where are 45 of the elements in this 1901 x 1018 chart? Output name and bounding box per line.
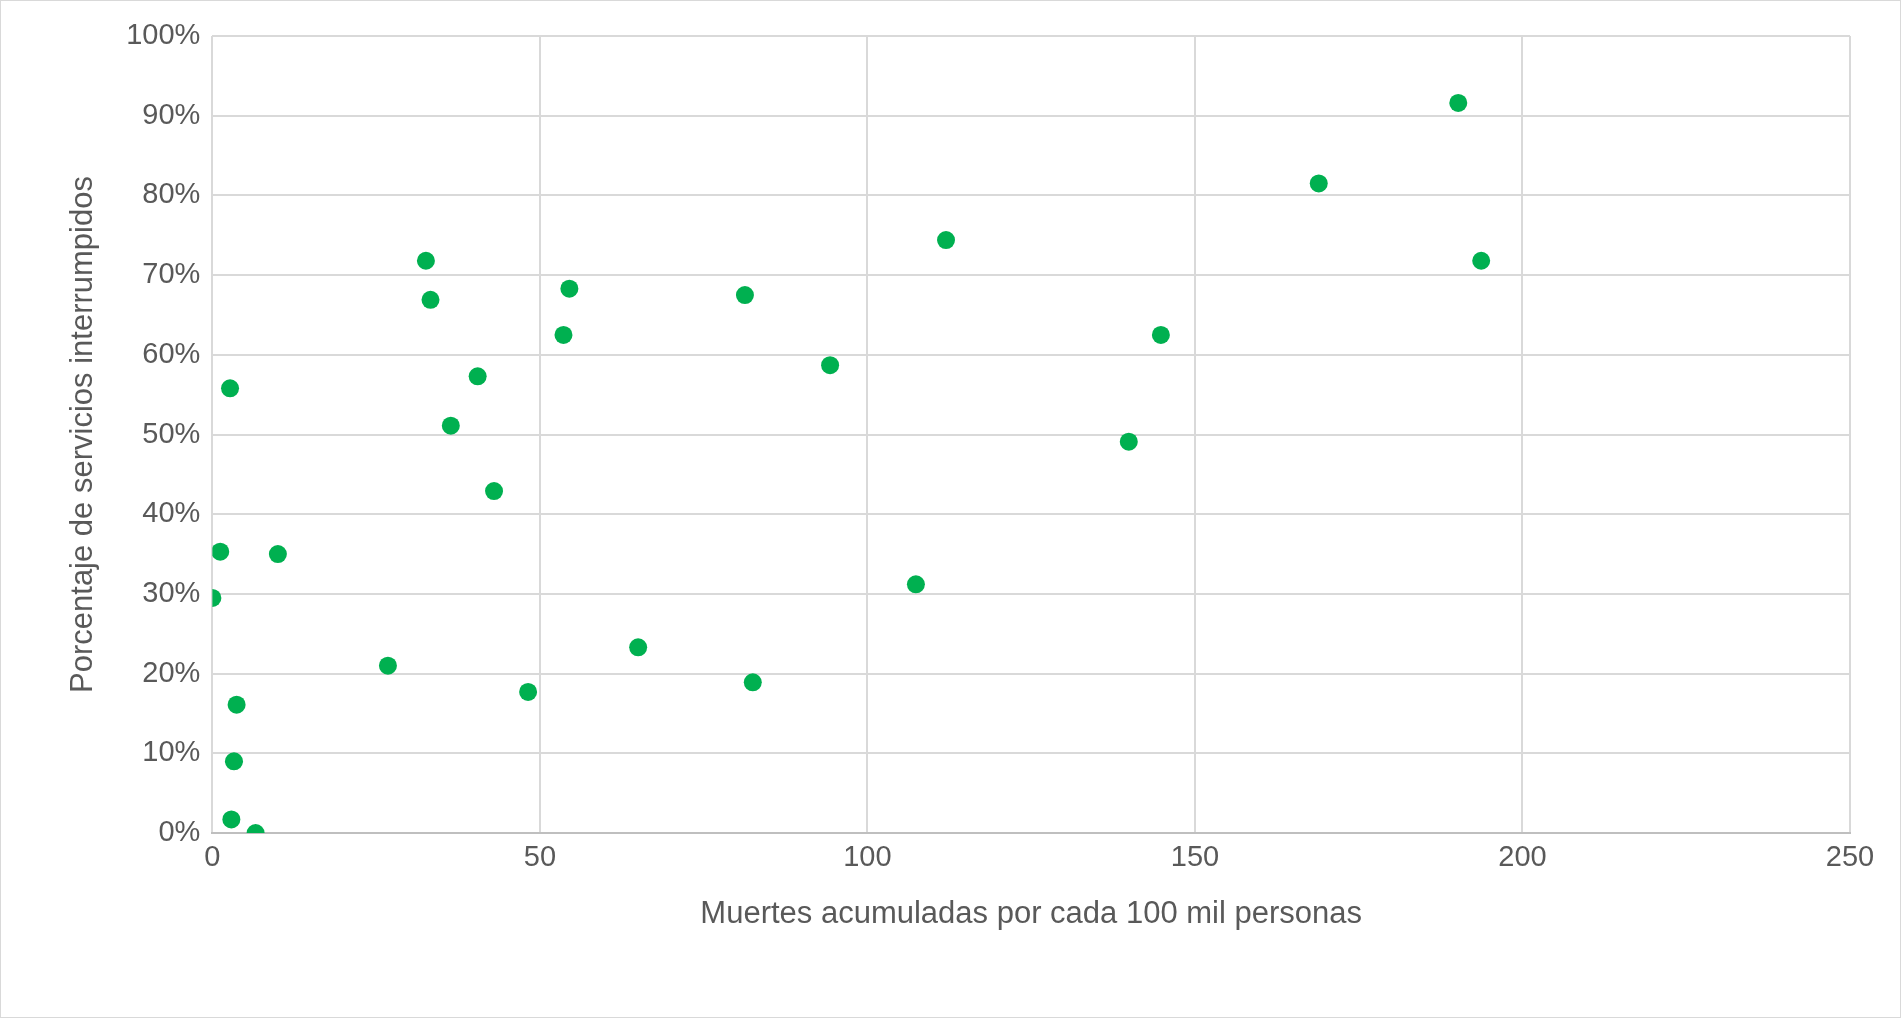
point <box>629 638 648 657</box>
point <box>1119 432 1138 451</box>
point <box>416 251 435 270</box>
point <box>221 379 240 398</box>
point <box>441 416 460 435</box>
x-tick-label: 0 <box>204 840 221 873</box>
y-tick-label: 50% <box>142 416 201 449</box>
x-tick-label: 250 <box>1825 840 1875 873</box>
point <box>743 673 762 692</box>
point <box>1151 325 1170 344</box>
point <box>227 695 246 714</box>
y-tick-label: 0% <box>158 815 201 847</box>
y-tick-label: 100% <box>126 18 201 50</box>
point <box>212 542 230 561</box>
point <box>519 682 538 701</box>
point <box>268 545 287 564</box>
x-tick-label: 200 <box>1498 840 1547 873</box>
point <box>735 286 754 305</box>
point <box>468 367 487 386</box>
point <box>1309 174 1328 193</box>
x-tick-label: 100 <box>843 840 892 873</box>
y-tick-label: 10% <box>142 735 201 768</box>
y-tick-label: 80% <box>142 177 201 210</box>
point <box>485 482 504 501</box>
point <box>937 231 956 250</box>
x-axis-title: Muertes acumuladas por cada 100 mil personas <box>700 894 1363 930</box>
x-tick-label: 150 <box>1170 840 1220 873</box>
point <box>378 656 397 675</box>
point <box>554 325 573 344</box>
y-tick-label: 90% <box>142 97 201 130</box>
point <box>906 575 925 594</box>
y-tick-label: 40% <box>142 496 201 529</box>
point <box>224 752 243 771</box>
point <box>421 290 440 309</box>
y-axis-title: Porcentaje de servicios interrumpidos <box>64 176 100 693</box>
point <box>1449 93 1468 112</box>
point <box>821 356 840 375</box>
point <box>222 810 241 829</box>
y-tick-label: 20% <box>142 655 201 688</box>
y-tick-label: 30% <box>142 575 201 608</box>
y-tick-label: 70% <box>142 257 201 290</box>
x-tick-label: 50 <box>523 840 557 873</box>
point <box>1472 251 1491 270</box>
y-tick-label: 60% <box>142 336 201 369</box>
point <box>560 279 579 298</box>
